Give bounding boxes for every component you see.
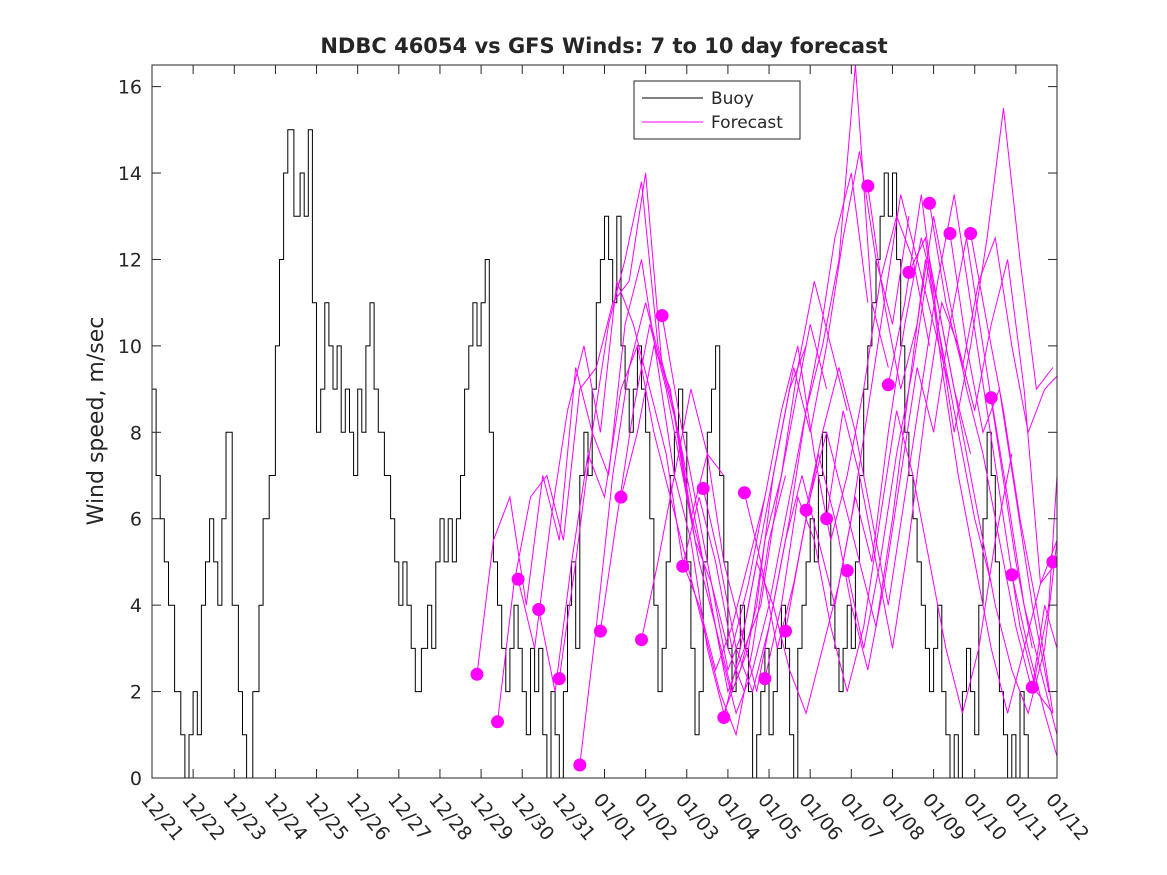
forecast-marker <box>737 486 751 500</box>
forecast-marker <box>840 564 854 578</box>
y-axis-label: Wind speed, m/sec <box>84 317 109 526</box>
forecast-line <box>826 259 1057 649</box>
forecast-line <box>970 233 1054 714</box>
forecast-marker <box>532 603 546 616</box>
forecast-marker <box>552 672 566 686</box>
forecast-marker <box>1005 568 1019 582</box>
y-tick-label: 0 <box>130 768 142 790</box>
forecast-marker <box>696 482 710 495</box>
forecast-marker <box>984 391 998 405</box>
forecast-marker <box>881 378 895 392</box>
forecast-marker <box>635 633 648 647</box>
buoy-series <box>152 129 1033 778</box>
forecast-marker <box>614 490 628 504</box>
forecast-marker <box>820 512 834 526</box>
forecast-marker <box>511 572 525 586</box>
forecast-line <box>682 214 930 649</box>
forecast-marker <box>799 503 813 517</box>
forecast-line <box>620 172 869 715</box>
forecast-line <box>1031 605 1057 688</box>
legend: Buoy Forecast <box>633 80 801 140</box>
forecast-marker <box>676 559 690 573</box>
plot-area <box>152 65 1057 778</box>
legend-label-buoy: Buoy <box>711 89 754 109</box>
forecast-line <box>846 259 1057 715</box>
forecast-marker <box>1046 555 1057 569</box>
y-tick-label: 8 <box>130 422 142 444</box>
y-axis: 0 2 4 6 8 10 12 14 16 <box>118 77 1057 790</box>
buoy-line <box>152 129 1033 778</box>
y-tick-label: 2 <box>130 682 142 704</box>
forecast-line <box>702 194 951 694</box>
forecast-line <box>743 259 992 649</box>
y-tick-label: 12 <box>118 249 142 271</box>
forecast-line <box>661 151 910 672</box>
y-tick-label: 10 <box>118 336 142 358</box>
forecast-line <box>908 236 1057 714</box>
forecast-line <box>990 397 1057 735</box>
y-tick-label: 14 <box>118 163 142 185</box>
forecast-markers-group <box>470 179 1057 772</box>
forecast-marker <box>573 758 587 772</box>
forecast-line <box>476 181 725 675</box>
forecast-line <box>929 203 1057 435</box>
forecast-line <box>599 280 848 694</box>
legend-box <box>633 80 801 140</box>
forecast-marker <box>902 265 916 279</box>
forecast-marker <box>470 667 484 681</box>
forecast-marker <box>758 672 772 686</box>
forecast-marker <box>964 227 978 240</box>
forecast-marker <box>779 624 792 638</box>
forecast-marker <box>655 309 669 323</box>
y-tick-label: 16 <box>118 77 142 99</box>
chart-title: NDBC 46054 vs GFS Winds: 7 to 10 day for… <box>320 34 887 58</box>
forecast-marker <box>1025 680 1039 694</box>
y-tick-label: 4 <box>130 595 142 617</box>
legend-label-forecast: Forecast <box>711 113 783 133</box>
forecast-marker <box>923 196 936 210</box>
y-tick-label: 6 <box>130 509 142 531</box>
forecast-line <box>1011 574 1057 757</box>
forecast-marker <box>861 179 875 193</box>
forecast-marker <box>717 711 731 724</box>
forecast-marker <box>593 624 607 638</box>
forecast-marker <box>491 715 504 729</box>
forecast-marker <box>943 227 957 240</box>
forecast-line <box>887 108 1054 433</box>
